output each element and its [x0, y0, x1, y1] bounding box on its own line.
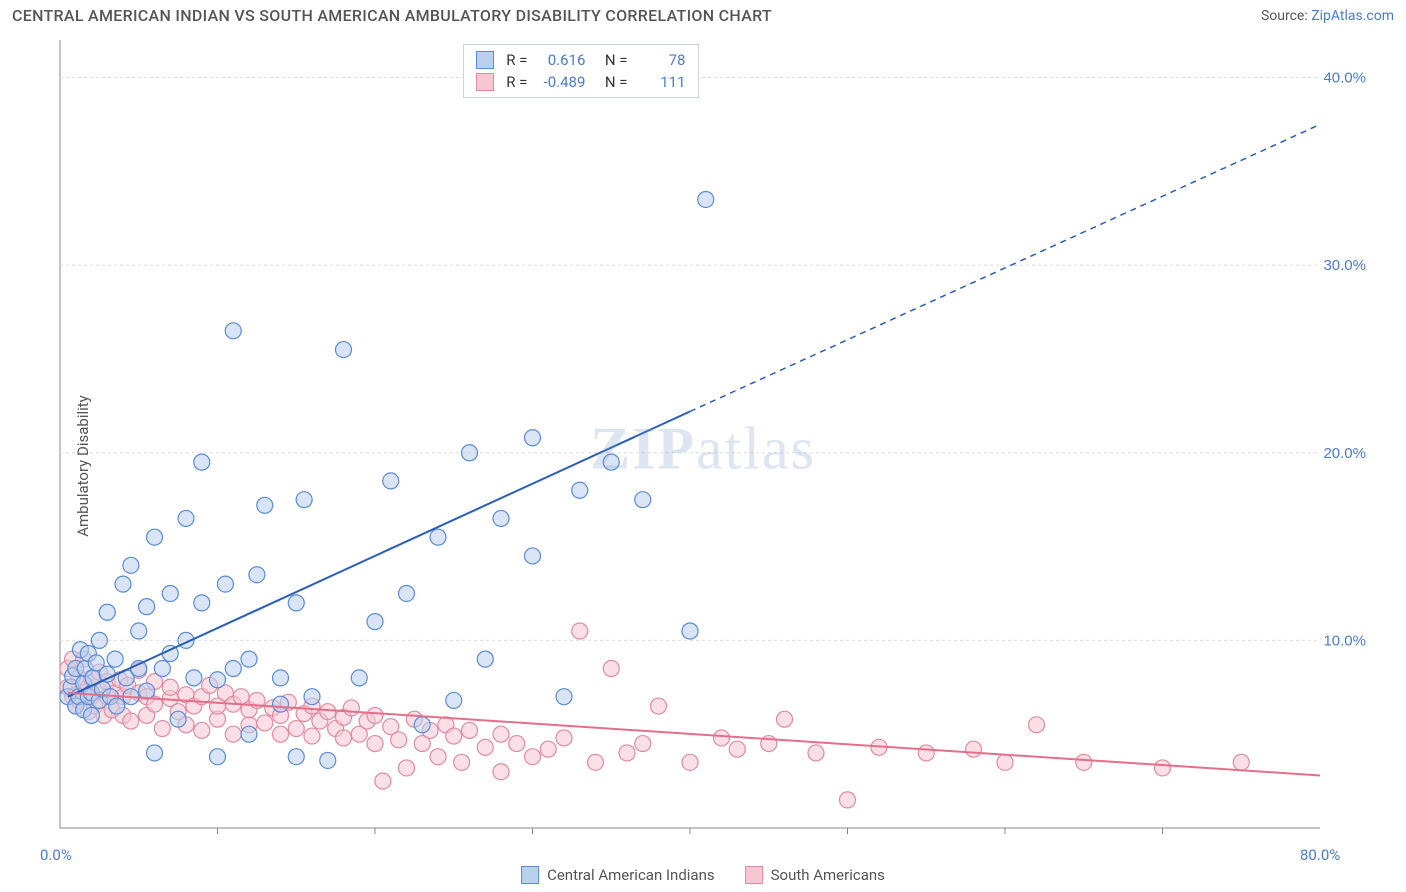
swatch-icon: [745, 866, 763, 884]
source-attribution: Source: ZipAtlas.com: [1261, 8, 1394, 24]
swatch-series1: [476, 51, 494, 69]
chart-title: CENTRAL AMERICAN INDIAN VS SOUTH AMERICA…: [12, 6, 772, 25]
svg-text:20.0%: 20.0%: [1323, 445, 1366, 462]
source-link[interactable]: ZipAtlas.com: [1311, 8, 1394, 24]
stats-row-series1: R =0.616 N =78: [476, 49, 685, 71]
x-axis-min-label: 0.0%: [40, 846, 72, 864]
y-axis-title: Ambulatory Disability: [74, 395, 92, 537]
swatch-icon: [521, 866, 539, 884]
stats-row-series2: R =-0.489 N =111: [476, 71, 685, 93]
svg-text:10.0%: 10.0%: [1323, 632, 1366, 649]
svg-text:40.0%: 40.0%: [1323, 70, 1366, 87]
legend-item-series2: South Americans: [745, 866, 885, 884]
legend-item-series1: Central American Indians: [521, 866, 715, 884]
x-axis-max-label: 80.0%: [1300, 846, 1340, 864]
swatch-series2: [476, 73, 494, 91]
svg-text:30.0%: 30.0%: [1323, 257, 1366, 274]
scatter-chart: 10.0% 20.0% 30.0% 40.0%: [0, 40, 1406, 892]
legend: Central American Indians South Americans: [521, 866, 885, 884]
correlation-stats-box: R =0.616 N =78 R =-0.489 N =111: [463, 44, 698, 98]
